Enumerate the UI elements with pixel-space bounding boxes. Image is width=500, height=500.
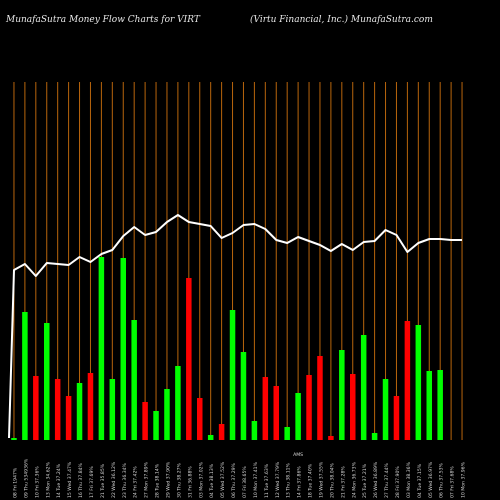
x-tick-label: 14 Fri 37.86% [297,466,303,498]
x-tick-label: 17 Fri 37.69% [89,466,95,498]
price-line [8,214,462,439]
money-flow-bar [207,435,214,440]
money-flow-bar [339,350,345,440]
x-tick-label: 28 Fri 37.90% [395,466,401,498]
x-tick-label: 20 Thu 38.04% [329,462,335,498]
money-flow-bar [87,373,94,440]
money-flow-bar [120,258,126,440]
chart-header-right: (Virtu Financial, Inc.) MunafaSutra.com [250,15,433,25]
x-tick-label: 26 Wed 36.89% [373,461,379,498]
money-flow-bar [240,352,247,440]
x-tick-label: 22 Wed 36.12% [111,461,117,498]
money-flow-bar [22,312,28,440]
money-flow-bar [131,320,137,440]
chart-header-left: MunafaSutra Money Flow Charts for VIRT [6,15,200,25]
money-flow-bar [218,424,225,440]
x-tick-label: 19 Wed 37.55% [318,461,324,498]
x-tick-label: 10 Mon 37.41% [253,461,259,498]
x-tick-label: 06 Thu 37.29% [231,462,237,498]
money-flow-bar [350,374,356,440]
x-tick-label: 24 Fri 37.42% [133,466,139,498]
x-tick-label: 18 Tue 37.40% [308,463,314,498]
money-flow-bar [98,257,105,440]
money-flow-bar [404,321,411,440]
money-flow-bar [317,356,323,440]
x-tick-label: 27 Thu 37.44% [384,462,390,498]
x-tick-label: 14 Tue 37.24% [56,463,62,498]
x-tick-label: 04 Tue 38.13% [209,463,215,498]
money-flow-bar [262,377,269,440]
money-flow-bar [273,386,279,440]
money-flow-bar [251,421,258,440]
x-tick-label: 24 Mon 36.73% [351,461,357,498]
money-flow-bar [197,398,203,440]
money-flow-bar [371,433,378,440]
money-flow-bar [328,436,334,440]
x-tick-label: 28 Tue 38.14% [155,463,161,498]
money-flow-bar [186,278,192,440]
money-flow-bar [295,393,301,440]
money-flow-bar [153,411,159,440]
money-flow-bar [175,366,181,440]
x-tick-label: 03 Mon 37.02% [198,461,204,498]
money-flow-bar [76,383,83,440]
x-tick-label: 25 Tue 37.21% [362,463,368,498]
money-flow-bar [44,323,50,440]
x-tick-label: 08 Fri 1947% [12,467,18,498]
money-flow-bar [65,396,72,440]
x-tick-label: 15 Wed 37.47% [67,461,73,498]
x-tick-label: 31 Fri 36.88% [187,466,193,498]
money-flow-bar [11,438,17,440]
x-tick-label: 09 Thu 534936% [23,458,29,498]
money-flow-bar [382,379,389,440]
x-tick-label: 10 Mon 37.96% [461,461,467,498]
money-flow-bar [306,375,312,440]
x-tick-label: 07 Fri 37.68% [450,466,456,498]
money-flow-bar [109,379,116,440]
x-tick-label: 29 Wed 37.90% [165,461,171,498]
x-tick-label: 12 Wed 37.79% [275,461,281,498]
x-tick-label: 16 Thu 37.84% [78,462,84,498]
x-tick-label: 13 Thu 38.11% [286,462,292,498]
x-tick-label: 03 Mon 38.36% [406,461,412,498]
x-tick-label: 05 Wed 37.52% [220,461,226,498]
x-tick-label: 13 Mon 34.62% [45,461,51,498]
x-tick-label: 21 Tue 35.85% [100,463,106,498]
money-flow-bar [426,371,432,440]
x-tick-label: 27 Mon 37.89% [144,461,150,498]
x-tick-label: 21 Fri 37.28% [340,466,346,498]
x-tick-label: 06 Thu 37.53% [439,462,445,498]
money-flow-bar [360,335,367,440]
x-tick-label: 23 Thu 36.34% [122,462,128,498]
money-flow-bar [142,402,148,440]
money-flow-bar [284,427,290,440]
money-flow-bar [33,376,39,440]
x-tick-label: 05 Wed 36.97% [428,461,434,498]
x-tick-label: 30 Thu 38.27% [176,462,182,498]
mid-annotation: AMS [293,452,303,458]
money-flow-bar [164,389,170,440]
money-flow-bar [437,370,443,440]
x-tick-label: 04 Tue 37.15% [417,463,423,498]
money-flow-bar [415,325,422,440]
money-flow-bar [229,310,236,440]
money-flow-bar [54,379,61,440]
money-flow-bar [393,396,400,440]
x-tick-label: 07 Fri 38.65% [242,466,248,498]
x-tick-label: 11 Tue 37.63% [264,463,270,498]
x-tick-label: 10 Fri 37.36% [34,466,40,498]
